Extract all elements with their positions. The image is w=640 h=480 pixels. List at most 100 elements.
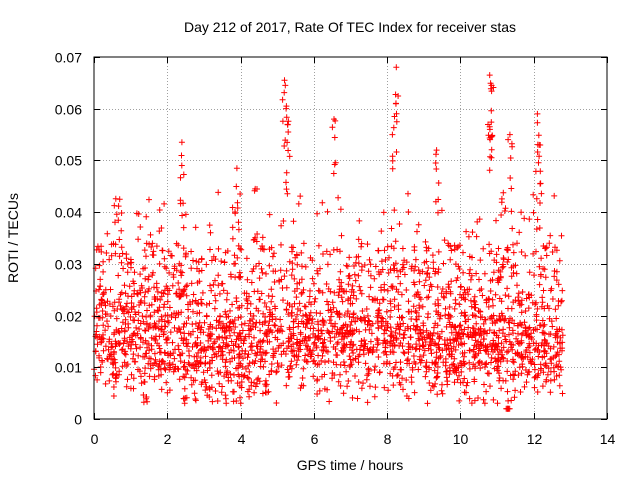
data-point [475, 308, 482, 314]
data-point [487, 383, 493, 390]
data-point [283, 284, 290, 291]
data-point [387, 370, 394, 377]
data-point [293, 361, 300, 368]
data-point [302, 263, 309, 270]
data-point [295, 345, 302, 352]
data-point [392, 329, 399, 336]
data-point [510, 356, 516, 363]
data-point [208, 372, 215, 379]
data-point [516, 229, 523, 236]
data-point [228, 377, 235, 384]
data-point [215, 245, 222, 252]
data-point [558, 298, 564, 305]
data-point [140, 353, 146, 360]
data-point [212, 277, 218, 284]
data-point [422, 238, 429, 245]
data-point [549, 323, 556, 330]
data-point [190, 257, 196, 264]
data-point [143, 313, 150, 320]
data-point [263, 270, 269, 277]
data-point [337, 206, 344, 213]
data-point [446, 351, 453, 358]
data-point [194, 342, 201, 349]
data-point [354, 395, 361, 402]
data-point [367, 284, 374, 291]
data-point [531, 272, 537, 279]
data-point [371, 393, 378, 400]
data-point [99, 308, 106, 314]
data-point [381, 247, 388, 254]
data-point [335, 378, 342, 385]
data-point [341, 343, 348, 350]
data-point [124, 376, 131, 383]
data-point [526, 269, 533, 276]
data-point [443, 290, 450, 297]
data-point [340, 390, 347, 397]
data-point [237, 400, 244, 407]
data-point [246, 393, 253, 400]
data-point [468, 303, 475, 310]
data-point [526, 294, 533, 301]
data-point [224, 248, 231, 254]
data-point [160, 290, 167, 297]
y-axis-label: ROTI / TECUs [5, 193, 21, 283]
data-point [291, 275, 298, 282]
data-point [207, 321, 214, 328]
data-point [531, 384, 538, 391]
data-point [321, 336, 328, 343]
data-point [335, 339, 341, 346]
data-point [214, 368, 221, 375]
data-point [497, 316, 504, 323]
data-point [237, 245, 244, 252]
data-point [550, 354, 557, 361]
data-point [158, 225, 165, 231]
data-point [188, 362, 195, 369]
data-point [496, 327, 503, 334]
data-point [361, 341, 368, 348]
data-point [518, 337, 525, 344]
data-point [549, 249, 556, 255]
data-point [161, 255, 168, 262]
data-point [345, 281, 352, 288]
data-point [329, 370, 336, 377]
data-point [532, 326, 539, 333]
data-point [314, 267, 321, 274]
data-point [349, 300, 356, 307]
data-point [508, 273, 515, 280]
data-point [118, 325, 125, 332]
data-point [306, 347, 313, 354]
data-point [216, 333, 222, 340]
data-point [94, 376, 101, 383]
data-point [416, 270, 423, 277]
data-point [158, 371, 165, 378]
data-point [433, 349, 440, 356]
data-point [461, 360, 468, 367]
data-point [255, 375, 262, 382]
data-point [555, 281, 562, 288]
data-point [215, 370, 222, 377]
data-point [366, 256, 373, 263]
data-point [308, 351, 315, 358]
data-point [149, 240, 156, 247]
data-point [296, 300, 303, 307]
data-point [530, 250, 537, 257]
peak-cluster-point [332, 159, 339, 166]
data-point [263, 303, 270, 310]
data-point [439, 381, 445, 388]
data-point [473, 270, 480, 277]
data-point [137, 224, 144, 230]
data-point [183, 292, 190, 299]
data-point [122, 351, 129, 358]
peak-point [285, 129, 292, 135]
data-point [131, 358, 138, 365]
data-point [469, 254, 475, 261]
data-point [525, 305, 532, 312]
data-point [466, 359, 473, 366]
data-point [375, 325, 382, 332]
data-point [198, 300, 205, 307]
chart-title: Day 212 of 2017, Rate Of TEC Index for r… [184, 19, 516, 35]
data-point [98, 243, 105, 250]
x-tick-label: 10 [453, 431, 469, 447]
data-point [104, 311, 110, 317]
data-point [306, 315, 313, 322]
